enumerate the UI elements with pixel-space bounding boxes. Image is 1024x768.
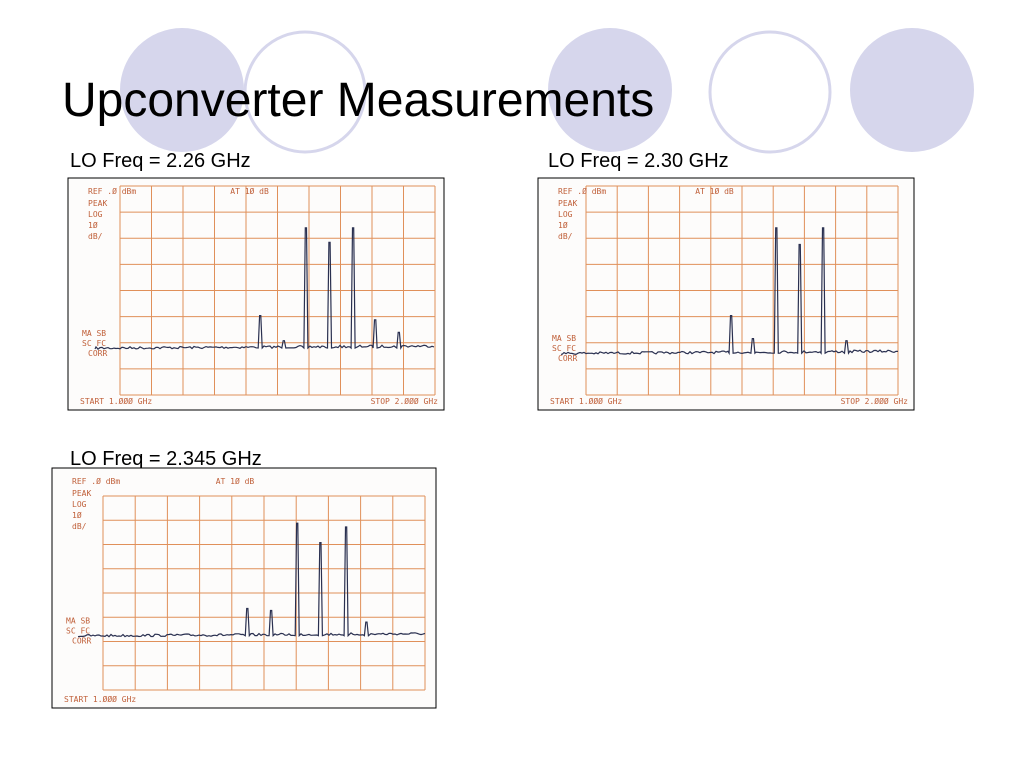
ref-level: REF .Ø dBm — [72, 476, 120, 486]
screenshot-frame — [51, 467, 437, 709]
side-text: CORR — [558, 354, 577, 363]
side-text: CORR — [88, 349, 107, 358]
mode-text: LOG — [72, 500, 87, 509]
panel-label: LO Freq = 2.345 GHz — [70, 448, 262, 470]
spectrum-panel: LO Freq = 2.30 GHz REF .Ø dBm AT 1Ø dB PEAK… — [537, 150, 915, 411]
mode-text: 1Ø — [72, 510, 82, 520]
spectrum-panel: LO Freq = 2.345 GHz REF .Ø dBm AT 1Ø dB PEA… — [51, 448, 437, 709]
side-text: MA SB — [82, 329, 106, 338]
screenshot-frame — [67, 177, 445, 411]
spectrum-panel: LO Freq = 2.26 GHz REF .Ø dBm AT 1Ø dB PEAK… — [67, 150, 445, 411]
start-freq: START 1.ØØØ GHz — [550, 396, 622, 406]
mode-text: 1Ø — [558, 220, 568, 230]
mode-text: LOG — [558, 210, 573, 219]
mode-text: PEAK — [72, 489, 91, 498]
spectrum-trace — [560, 227, 899, 356]
mode-text: dB/ — [72, 522, 87, 531]
mode-text: dB/ — [558, 232, 573, 241]
side-text: CORR — [72, 637, 91, 646]
stop-freq: STOP 2.ØØØ GHz — [841, 396, 909, 406]
decor-circles — [120, 28, 974, 154]
mode-text: PEAK — [558, 199, 577, 208]
mode-text: LOG — [88, 210, 103, 219]
screenshot-frame — [537, 177, 915, 411]
side-text: SC FC — [66, 627, 90, 636]
attenuation: AT 1Ø dB — [230, 186, 269, 196]
ref-level: REF .Ø dBm — [558, 186, 606, 196]
slide-title: Upconverter Measurements — [62, 74, 654, 127]
side-text: MA SB — [66, 617, 90, 626]
ref-level: REF .Ø dBm — [88, 186, 136, 196]
mode-text: dB/ — [88, 232, 103, 241]
stop-freq: STOP 2.ØØØ GHz — [371, 396, 439, 406]
panel-label: LO Freq = 2.26 GHz — [70, 150, 251, 172]
mode-text: PEAK — [88, 199, 107, 208]
side-text: SC FC — [552, 344, 576, 353]
mode-text: 1Ø — [88, 220, 98, 230]
start-freq: START 1.ØØØ GHz — [80, 396, 152, 406]
side-text: SC FC — [82, 339, 106, 348]
attenuation: AT 1Ø dB — [695, 186, 734, 196]
spectrum-trace — [94, 227, 435, 351]
attenuation: AT 1Ø dB — [216, 476, 255, 486]
side-text: MA SB — [552, 334, 576, 343]
start-freq: START 1.ØØØ GHz — [64, 694, 136, 704]
panel-label: LO Freq = 2.30 GHz — [548, 150, 729, 172]
spectrum-trace — [77, 522, 426, 638]
